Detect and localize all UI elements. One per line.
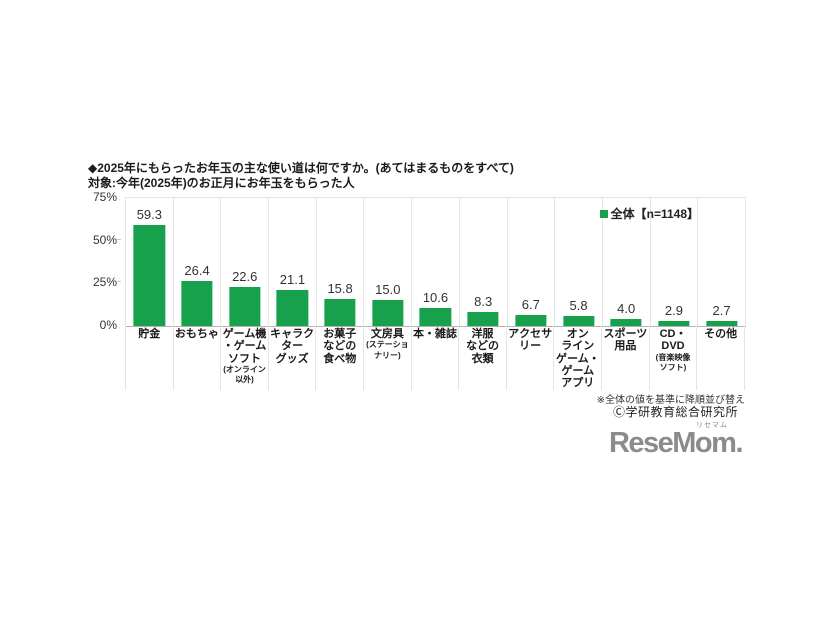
- category-label: その他: [697, 326, 745, 390]
- bar-slot: 4.0: [603, 198, 651, 326]
- y-axis-tick-label: 75%: [92, 190, 117, 204]
- bar: [229, 287, 261, 326]
- bar-value-label: 59.3: [136, 206, 162, 222]
- bar: [658, 321, 690, 326]
- bar-slot: 59.3: [126, 198, 174, 326]
- category-label: お菓子 などの 食べ物: [316, 326, 365, 390]
- category-label: スポーツ 用品: [602, 326, 650, 390]
- y-axis-tick: [117, 238, 121, 240]
- plot-area: 全体【n=1148】 59.3 26.4 22.6 21.1 15.8 15.0 10.6 8…: [125, 197, 746, 327]
- bar-value-label: 2.7: [712, 303, 731, 319]
- category-label-sub: (ステーショ ナリー): [366, 340, 409, 360]
- bar-value-label: 15.8: [327, 281, 353, 297]
- bar-slot: 2.9: [651, 198, 699, 326]
- copyright: Ⓒ学研教育総合研究所: [612, 405, 738, 419]
- category-label: アクセサ リー: [507, 326, 555, 390]
- bar: [419, 307, 452, 326]
- bar: [562, 316, 595, 326]
- category-label: CD・ DVD (音楽映像 ソフト): [650, 326, 698, 390]
- y-axis-tick: [117, 281, 121, 283]
- category-label: ゲーム機 ・ゲーム ソフト (オンライン 以外): [221, 326, 269, 390]
- bar-value-label: 6.7: [521, 296, 540, 312]
- chart-title: ◆2025年にもらったお年玉の主な使い道は何ですか。(あてはまるものをすべて): [88, 161, 514, 175]
- bar-slot: 22.6: [221, 198, 270, 326]
- bar-slot: 15.8: [317, 198, 365, 326]
- logo-word: ReseMom: [608, 427, 737, 459]
- bar-slot: 26.4: [174, 198, 222, 326]
- bar-slot: 15.0: [364, 198, 413, 326]
- category-label: オン ライン ゲーム・ ゲーム アプリ: [554, 326, 603, 390]
- bar: [610, 319, 642, 326]
- category-label: おもちゃ: [174, 326, 222, 390]
- bar-value-label: 4.0: [617, 301, 636, 317]
- bar-slot: 10.6: [412, 198, 460, 326]
- category-label: 文房具 (ステーショ ナリー): [364, 326, 412, 390]
- sort-note: ※全体の値を基準に降順並び替え: [596, 395, 745, 406]
- bar: [181, 280, 213, 326]
- legend: 全体【n=1148】: [599, 205, 699, 222]
- bar-value-label: 2.9: [664, 303, 683, 319]
- chart-subtitle: 対象:今年(2025年)のお正月にお年玉をもらった人: [88, 176, 355, 190]
- category-axis: 貯金 おもちゃ ゲーム機 ・ゲーム ソフト (オンライン 以外) キャラク ター グッズ…: [125, 326, 745, 390]
- resemom-logo: リセマム ReseMom.: [608, 422, 743, 459]
- bars-container: 59.3 26.4 22.6 21.1 15.8 15.0 10.6 8.3 6.7 5.8 4.0…: [126, 198, 746, 326]
- logo-ruby: リセマム: [696, 422, 728, 429]
- bar: [324, 299, 356, 326]
- legend-marker-icon: [599, 209, 608, 218]
- bar-value-label: 21.1: [279, 272, 306, 287]
- bar: [276, 290, 309, 326]
- bar-value-label: 22.6: [232, 269, 258, 285]
- y-axis-tick-label: 50%: [92, 232, 117, 247]
- bar-value-label: 8.3: [474, 293, 493, 309]
- logo-period: .: [735, 427, 743, 459]
- category-label: 洋服 などの 衣類: [459, 326, 507, 390]
- bar: [705, 321, 738, 326]
- logo-text: ReseMom.: [608, 427, 743, 459]
- bar: [372, 300, 404, 326]
- category-label-sub: (オンライン 以外): [223, 364, 266, 385]
- bar-slot: 2.7: [698, 198, 746, 326]
- bar: [467, 311, 499, 326]
- bar-value-label: 10.6: [422, 289, 449, 305]
- bar-slot: 21.1: [269, 198, 317, 326]
- legend-label: 全体【n=1148】: [610, 207, 699, 221]
- category-label: 貯金: [126, 326, 174, 390]
- bar-slot: 6.7: [508, 198, 556, 326]
- y-axis-tick-label: 25%: [92, 275, 117, 290]
- category-label: 本・雑誌: [412, 326, 460, 390]
- bar: [515, 314, 547, 326]
- bar-value-label: 26.4: [184, 262, 210, 278]
- y-axis: 0% 25% 50% 75%: [0, 191, 121, 331]
- category-label: キャラク ター グッズ: [269, 326, 317, 390]
- y-axis-tick-label: 0%: [99, 318, 117, 332]
- bar-slot: 5.8: [555, 198, 603, 326]
- bar-slot: 8.3: [460, 198, 508, 326]
- category-label-sub: (音楽映像 ソフト): [655, 352, 691, 373]
- bar: [133, 224, 165, 326]
- bar-value-label: 5.8: [569, 298, 588, 314]
- bar-value-label: 15.0: [375, 282, 401, 298]
